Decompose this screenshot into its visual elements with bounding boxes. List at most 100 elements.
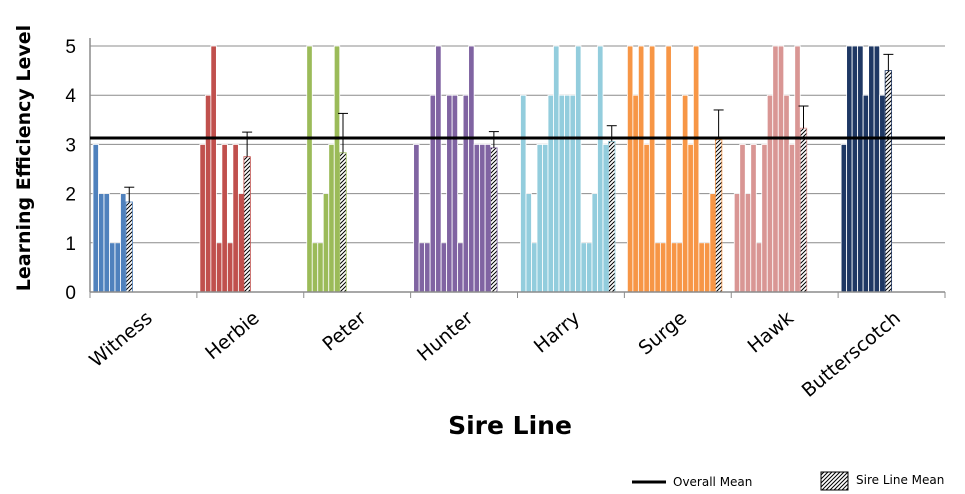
- bar-harry: [580, 242, 587, 293]
- bar-hunter: [435, 45, 442, 293]
- sire-mean-bar-surge: [714, 139, 723, 293]
- bar-surge: [654, 242, 661, 293]
- bar-witness: [92, 143, 99, 293]
- bar-hawk: [750, 143, 757, 293]
- bar-butterscotch: [851, 45, 859, 293]
- sire-mean-bar-hunter: [490, 147, 498, 293]
- x-tick-label: Witness: [85, 307, 156, 372]
- bar-harry: [602, 143, 609, 293]
- bar-harry: [591, 193, 598, 293]
- bar-surge: [692, 45, 700, 293]
- x-axis-title: Sire Line: [448, 411, 572, 440]
- bar-harry: [536, 143, 543, 293]
- bar-hawk: [766, 94, 774, 293]
- bar-surge: [670, 242, 678, 293]
- bar-peter: [306, 45, 313, 293]
- bar-surge: [703, 242, 711, 293]
- bar-surge: [698, 242, 705, 293]
- bar-hawk: [788, 143, 796, 293]
- gridlines: [90, 45, 945, 244]
- bar-hawk: [783, 94, 790, 293]
- y-tick-label: 1: [65, 234, 76, 255]
- bar-witness: [98, 193, 105, 293]
- bar-hunter: [446, 94, 453, 293]
- axes: 0 1 2 3 4 5 Witness Herbie Peter Hunter Harry Surge…: [65, 37, 946, 402]
- x-tick-label: Harry: [530, 307, 584, 358]
- bar-butterscotch: [873, 45, 881, 293]
- bar-witness: [120, 193, 127, 293]
- bar-witness: [109, 242, 116, 293]
- bar-peter: [328, 143, 335, 293]
- y-tick-label: 3: [65, 135, 76, 156]
- bar-surge: [632, 94, 639, 293]
- bar-surge: [681, 94, 689, 293]
- bar-hawk: [772, 45, 779, 293]
- bar-peter: [322, 193, 330, 293]
- bar-butterscotch: [868, 45, 875, 293]
- bar-hunter: [429, 94, 437, 293]
- bar-hunter: [479, 143, 486, 293]
- x-tick-label: Butterscotch: [798, 307, 905, 402]
- sire-mean-bar-peter: [339, 152, 347, 293]
- y-axis-title: Learning Efficiency Level: [13, 25, 35, 291]
- bars: [92, 45, 886, 293]
- bar-herbie: [232, 143, 239, 293]
- bar-harry: [586, 242, 593, 293]
- bar-hunter: [462, 94, 470, 293]
- bar-harry: [564, 94, 571, 293]
- bar-harry: [542, 143, 549, 293]
- x-tick-label: Herbie: [201, 307, 263, 364]
- bar-surge: [709, 193, 716, 293]
- bar-hunter: [457, 242, 464, 293]
- bar-herbie: [204, 94, 212, 293]
- sire-mean-bar-hawk: [799, 127, 808, 293]
- bar-herbie: [221, 143, 228, 293]
- bar-herbie: [226, 242, 234, 293]
- bar-hawk: [761, 143, 768, 293]
- bar-hawk: [755, 242, 763, 293]
- bar-witness: [114, 242, 121, 293]
- bar-butterscotch: [862, 94, 870, 293]
- bar-hunter: [440, 242, 448, 293]
- bar-harry: [531, 242, 538, 293]
- bar-hawk: [739, 143, 746, 293]
- sire-mean-bar-herbie: [243, 156, 251, 293]
- bar-peter: [311, 242, 319, 293]
- bar-butterscotch: [840, 143, 848, 293]
- legend-sire-mean-label: Sire Line Mean: [856, 473, 944, 487]
- bar-harry: [575, 45, 582, 293]
- bar-harry: [569, 94, 576, 293]
- bar-hunter: [413, 143, 420, 293]
- bar-surge: [637, 45, 645, 293]
- bar-harry: [520, 94, 527, 293]
- bar-witness: [103, 193, 110, 293]
- bar-harry: [597, 45, 604, 293]
- bar-hunter: [451, 94, 459, 293]
- sire-mean-bar-harry: [608, 141, 616, 293]
- bar-harry: [525, 193, 532, 293]
- bar-butterscotch: [857, 45, 864, 293]
- bar-hawk: [777, 45, 785, 293]
- bar-surge: [626, 45, 634, 293]
- legend-overall-mean-label: Overall Mean: [673, 475, 752, 489]
- bar-hunter: [473, 143, 481, 293]
- bar-hunter: [418, 242, 426, 293]
- bar-herbie: [199, 143, 206, 293]
- bar-surge: [665, 45, 672, 293]
- sire-mean-bar-witness: [125, 201, 133, 293]
- bar-surge: [659, 242, 667, 293]
- bar-butterscotch: [879, 94, 886, 293]
- bar-peter: [333, 45, 341, 293]
- bar-herbie: [237, 193, 245, 293]
- bar-hunter: [468, 45, 475, 293]
- x-tick-label: Hawk: [744, 307, 798, 358]
- bar-herbie: [215, 242, 223, 293]
- bar-surge: [687, 143, 694, 293]
- legend-sire-mean-swatch: [820, 471, 849, 491]
- legend: Overall Mean Sire Line Mean: [632, 471, 944, 491]
- x-tick-label: Surge: [634, 307, 691, 359]
- bar-herbie: [210, 45, 217, 293]
- bar-hunter: [424, 242, 431, 293]
- bar-hawk: [794, 45, 801, 293]
- bar-harry: [558, 94, 565, 293]
